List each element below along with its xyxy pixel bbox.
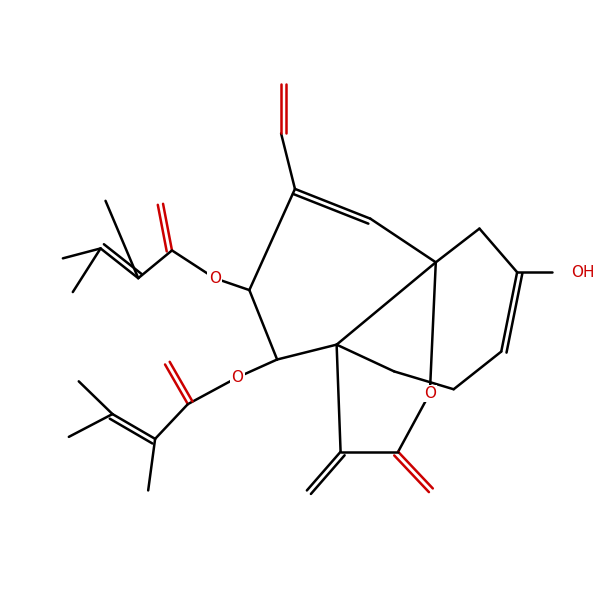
Text: O: O [424,386,436,401]
Text: OH: OH [571,265,595,280]
Text: O: O [232,370,244,385]
Text: O: O [209,271,221,286]
